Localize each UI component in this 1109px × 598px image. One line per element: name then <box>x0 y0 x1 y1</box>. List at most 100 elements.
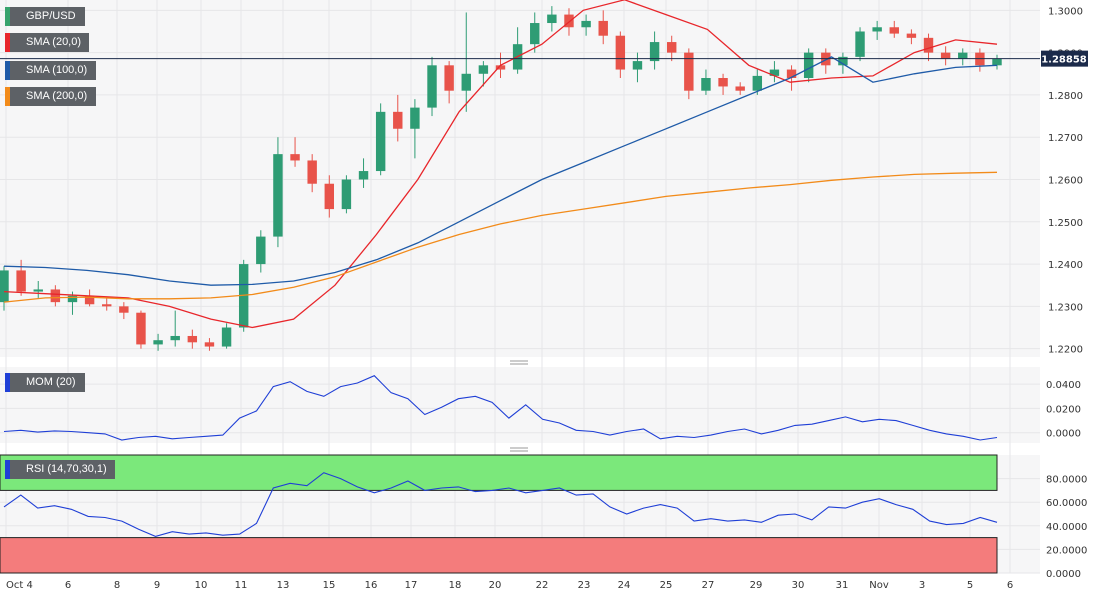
mom-tick-label: 0.0000 <box>1046 429 1081 440</box>
legend-sma-20[interactable]: SMA (20,0) <box>5 33 89 52</box>
candle <box>632 52 643 83</box>
candle <box>410 99 420 159</box>
x-tick-label: 6 <box>1007 580 1013 591</box>
price-tick-label: 1.2300 <box>1048 302 1083 313</box>
candle <box>478 61 489 87</box>
sma-line-2 <box>3 171 998 303</box>
x-tick-label: 16 <box>365 580 378 591</box>
pane-resize-handle-1[interactable] <box>510 360 528 365</box>
candle <box>889 20 899 38</box>
candle <box>923 33 934 62</box>
candle <box>221 323 232 349</box>
candle <box>701 69 711 95</box>
candle <box>102 297 112 311</box>
candle <box>187 329 198 349</box>
candle <box>992 54 1002 70</box>
candle <box>393 94 403 142</box>
candle <box>461 12 471 112</box>
legend-rsi[interactable]: RSI (14,70,30,1) <box>5 460 115 479</box>
candle <box>684 48 694 100</box>
candle <box>50 285 61 307</box>
price-tick-label: 1.2700 <box>1048 133 1083 144</box>
pane-resize-handle-2[interactable] <box>510 447 528 452</box>
x-tick-label: 25 <box>660 580 673 591</box>
candle <box>803 48 814 83</box>
candle <box>581 14 591 36</box>
candle <box>84 289 95 307</box>
rsi-tick-label: 80.0000 <box>1046 475 1087 486</box>
last-price-label-bg <box>1041 50 1088 67</box>
x-tick-label: 20 <box>489 580 502 591</box>
x-tick-label: 5 <box>967 580 973 591</box>
x-tick-label: 13 <box>277 580 290 591</box>
candle <box>444 61 454 104</box>
candle <box>547 6 557 32</box>
candle <box>649 31 660 70</box>
price-tick-label: 1.2500 <box>1048 218 1083 229</box>
candle <box>666 35 677 62</box>
candle <box>752 69 763 95</box>
rsi-tick-label: 20.0000 <box>1046 545 1087 556</box>
x-tick-label: 18 <box>449 580 462 591</box>
candle <box>786 65 797 91</box>
rsi-tick-label: 40.0000 <box>1046 522 1087 533</box>
x-tick-label: Nov <box>869 580 889 591</box>
last-price-label: 1.28858 <box>1041 55 1087 66</box>
mom-line <box>3 375 998 441</box>
x-tick-label: 3 <box>919 580 925 591</box>
candle <box>358 158 369 188</box>
rsi-tick-label: 0.0000 <box>1046 569 1081 580</box>
price-tick-label: 1.2200 <box>1048 345 1083 356</box>
legend-sma-100[interactable]: SMA (100,0) <box>5 61 96 80</box>
candle <box>872 20 882 40</box>
mom-tick-label: 0.0200 <box>1046 404 1081 415</box>
price-tick-label: 1.2800 <box>1048 91 1083 102</box>
candle <box>341 175 352 214</box>
candle <box>256 230 266 273</box>
mom-pane <box>0 367 1040 443</box>
x-tick-label: Oct 4 <box>6 580 33 591</box>
price-tick-label: 1.3000 <box>1048 6 1083 17</box>
candle <box>0 266 9 311</box>
rsi-oversold-band <box>0 537 998 574</box>
legend-gbpusd[interactable]: GBP/USD <box>5 7 85 26</box>
candle <box>204 338 215 351</box>
rsi-tick-label: 60.0000 <box>1046 498 1087 509</box>
rsi-line <box>3 472 998 537</box>
candle <box>769 61 780 83</box>
x-tick-label: 24 <box>618 580 631 591</box>
x-tick-label: 27 <box>702 580 715 591</box>
legend-sma-200[interactable]: SMA (200,0) <box>5 87 96 106</box>
candle <box>530 12 540 53</box>
candle <box>16 259 26 296</box>
price-tick-label: 1.2600 <box>1048 176 1083 187</box>
mom-tick-label: 0.0400 <box>1046 380 1081 391</box>
legend-mom[interactable]: MOM (20) <box>5 373 85 392</box>
candle <box>598 10 608 45</box>
sma-line-0 <box>3 0 998 329</box>
x-tick-label: 22 <box>536 580 549 591</box>
candle <box>906 29 917 45</box>
x-tick-label: 10 <box>195 580 208 591</box>
candle <box>307 154 317 193</box>
x-tick-label: 9 <box>154 580 160 591</box>
x-tick-label: 30 <box>792 580 805 591</box>
x-tick-label: 17 <box>405 580 418 591</box>
candle <box>119 302 129 320</box>
candle <box>735 82 745 95</box>
x-tick-label: 11 <box>235 580 248 591</box>
x-tick-label: 15 <box>323 580 336 591</box>
candle <box>33 280 43 298</box>
candle <box>273 137 283 248</box>
candle <box>855 27 865 62</box>
candle <box>940 46 951 66</box>
price-tick-label: 1.2400 <box>1048 260 1083 271</box>
candle <box>958 48 968 66</box>
rsi-overbought-band <box>0 454 998 491</box>
x-tick-label: 6 <box>65 580 71 591</box>
candle <box>170 310 180 347</box>
x-tick-label: 8 <box>114 580 120 591</box>
x-tick-label: 29 <box>750 580 763 591</box>
candle <box>615 31 626 79</box>
